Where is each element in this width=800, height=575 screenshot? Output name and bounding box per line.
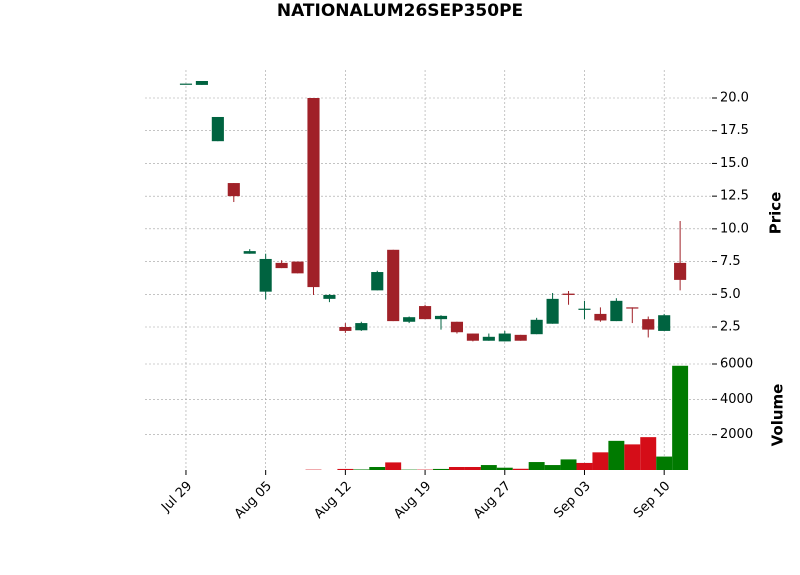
volume-bar xyxy=(464,466,481,470)
volume-bar xyxy=(480,465,497,470)
candle-body xyxy=(243,251,256,254)
candle-body xyxy=(466,333,479,341)
candle-body xyxy=(179,83,193,85)
y-tick-label: 5.0 xyxy=(720,287,741,302)
candle-body xyxy=(498,333,511,342)
volume-bar xyxy=(592,452,609,470)
candle-body xyxy=(291,261,304,274)
x-tick-label: Jul 29 xyxy=(158,479,195,516)
y-tick-label: 12.5 xyxy=(720,189,749,204)
candle-body xyxy=(578,308,591,310)
candle-body xyxy=(674,262,687,280)
candle-body xyxy=(323,294,336,299)
y-axis-label: Price xyxy=(767,192,785,235)
candle-body xyxy=(434,315,448,320)
volume-bar xyxy=(640,437,657,470)
volume-bar xyxy=(656,456,673,470)
volume-bar xyxy=(448,466,465,470)
volume-bar xyxy=(560,459,577,470)
x-tick-label: Aug 27 xyxy=(471,479,514,522)
y2-tick-label: 4000 xyxy=(720,392,753,407)
volume-bar xyxy=(544,465,561,470)
volume-bar xyxy=(337,468,354,470)
candle-body xyxy=(482,336,495,341)
candle-body xyxy=(610,300,623,322)
volume-bar xyxy=(496,467,513,470)
y2-tick-label: 6000 xyxy=(720,357,753,372)
candle-body xyxy=(227,183,240,197)
candle-body xyxy=(562,293,575,295)
y2-tick-label: 2000 xyxy=(720,427,753,442)
y2-axis-label: Volume xyxy=(769,384,787,447)
volume-bar xyxy=(353,469,370,470)
volume-bar xyxy=(433,468,449,470)
volume-bar xyxy=(576,462,593,470)
candle-body xyxy=(403,317,416,322)
candle-body xyxy=(211,116,224,142)
candle-body xyxy=(658,315,671,331)
x-tick-label: Aug 19 xyxy=(391,479,434,522)
x-tick-label: Aug 05 xyxy=(232,479,275,522)
candle-body xyxy=(371,272,384,291)
candle-body xyxy=(514,334,527,341)
candle-body xyxy=(195,80,208,85)
candle-body xyxy=(307,98,320,288)
x-tick-label: Sep 03 xyxy=(551,479,594,522)
x-tick-label: Aug 12 xyxy=(311,479,354,522)
candle-body xyxy=(594,313,607,321)
candle-body xyxy=(450,321,464,333)
candle-body xyxy=(387,249,400,322)
chart-title: NATIONALUM26SEP350PE xyxy=(277,1,523,21)
candle-body xyxy=(626,307,639,309)
candle-body xyxy=(530,319,543,335)
candle-body xyxy=(355,323,368,331)
y-tick-label: 2.5 xyxy=(720,319,741,334)
candle-body xyxy=(259,258,272,292)
volume-bar xyxy=(624,444,641,470)
volume-bar xyxy=(672,365,689,470)
y-tick-label: 15.0 xyxy=(720,156,749,171)
volume-bar xyxy=(528,462,545,470)
y-tick-label: 10.0 xyxy=(720,221,749,236)
candle-body xyxy=(546,298,559,324)
candle-body xyxy=(642,319,655,330)
y-tick-label: 20.0 xyxy=(720,91,749,106)
x-tick-label: Sep 10 xyxy=(631,479,674,522)
volume-bar xyxy=(608,440,625,470)
volume-bar xyxy=(512,468,529,470)
volume-bar xyxy=(385,462,402,470)
y-tick-label: 17.5 xyxy=(720,123,749,138)
candle-body xyxy=(339,326,352,331)
volume-bar xyxy=(369,466,386,470)
candle-body xyxy=(275,262,288,269)
y-tick-label: 7.5 xyxy=(720,254,741,269)
candle-body xyxy=(419,306,432,320)
